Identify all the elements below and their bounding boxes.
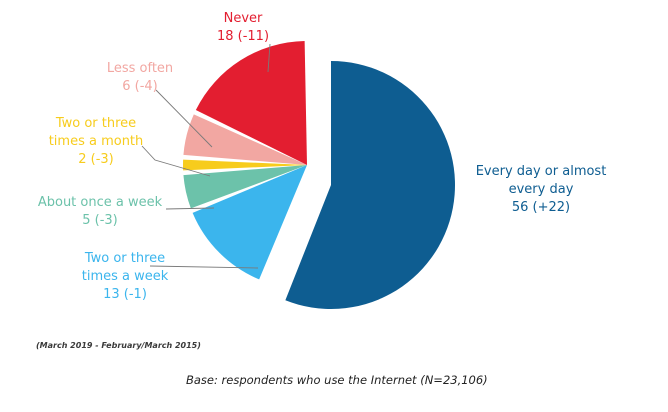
pie-slice bbox=[195, 41, 307, 165]
leader-line bbox=[149, 265, 259, 269]
leader-line bbox=[141, 145, 211, 177]
slice-label: Never 18 (-11) bbox=[217, 11, 269, 44]
leader-line bbox=[155, 89, 213, 148]
slice-label: Less often 6 (-4) bbox=[107, 61, 173, 94]
pie-slice bbox=[183, 165, 307, 209]
slice-labels: Every day or almost every day 56 (+22) Two … bbox=[38, 11, 606, 302]
leader-lines bbox=[141, 43, 271, 269]
pie-slice bbox=[192, 165, 307, 280]
leader-line bbox=[165, 207, 215, 210]
pie-slice bbox=[183, 114, 307, 165]
pie-slice bbox=[183, 159, 307, 171]
period-note: (March 2019 - February/March 2015) bbox=[36, 341, 201, 350]
leader-line bbox=[267, 43, 271, 73]
base-note: Base: respondents who use the Internet (… bbox=[186, 373, 488, 387]
slice-label: About once a week 5 (-3) bbox=[38, 195, 163, 228]
slice-label: Two or three times a week 13 (-1) bbox=[82, 251, 169, 302]
slice-label: Two or three times a month 2 (-3) bbox=[49, 116, 144, 167]
pie-slice bbox=[285, 61, 456, 309]
slice-label: Every day or almost every day 56 (+22) bbox=[476, 164, 607, 215]
pie-slices bbox=[183, 41, 456, 309]
